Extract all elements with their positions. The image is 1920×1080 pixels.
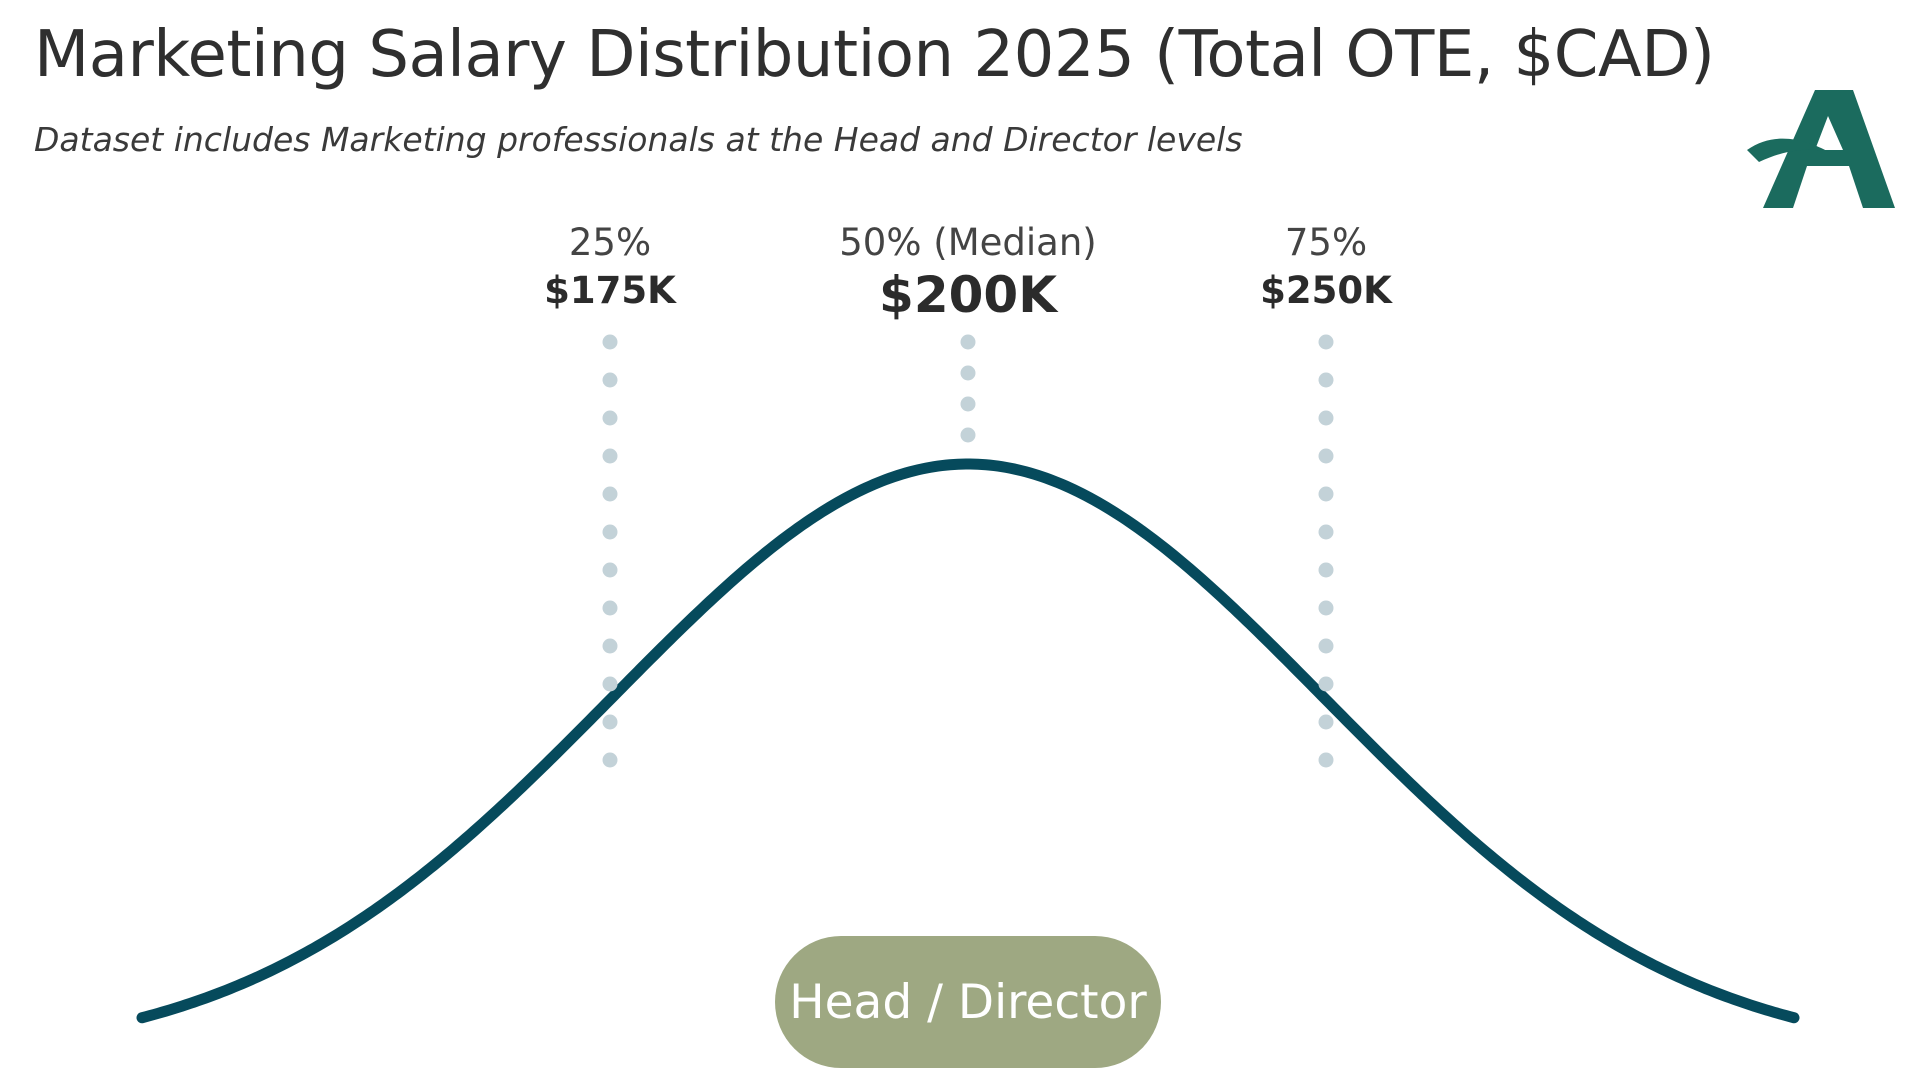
guide-dot (1318, 714, 1334, 730)
guide-dot (1318, 334, 1334, 350)
guide-dot (1318, 676, 1334, 692)
guide-dot (1318, 600, 1334, 616)
guide-dot (1318, 752, 1334, 768)
guide-dot (1318, 562, 1334, 578)
logo-letter-a-shape (1763, 90, 1895, 208)
guide-dot (1318, 524, 1334, 540)
guide-dot (602, 486, 618, 502)
logo-swoosh-shape (1747, 138, 1829, 162)
guide-dot (602, 714, 618, 730)
guide-dot (602, 676, 618, 692)
guide-dot (602, 448, 618, 464)
guide-dot (960, 427, 976, 443)
guide-dot (960, 334, 976, 350)
guide-dot (1318, 486, 1334, 502)
guide-dot (1318, 372, 1334, 388)
percentile-label: 50% (Median) (839, 221, 1096, 264)
percentile-label: 25% (569, 221, 651, 264)
series-badge (775, 936, 1161, 1068)
percentile-value-label: $175K (544, 269, 677, 312)
guide-dot (602, 752, 618, 768)
chart-subtitle: Dataset includes Marketing professionals… (34, 120, 1243, 159)
guide-dot (1318, 638, 1334, 654)
guide-dot (602, 524, 618, 540)
guide-dot (602, 334, 618, 350)
percentile-guide-2 (960, 334, 976, 443)
guide-dot (602, 562, 618, 578)
guide-dot (960, 396, 976, 412)
brand-logo-icon (1747, 90, 1895, 208)
percentile-guide-3 (1318, 334, 1334, 768)
guide-dot (602, 410, 618, 426)
guide-dot (960, 365, 976, 381)
guide-dot (602, 600, 618, 616)
percentile-guide-1 (602, 334, 618, 768)
guide-dot (1318, 410, 1334, 426)
percentile-value-label: $250K (1260, 269, 1393, 312)
percentile-label: 75% (1285, 221, 1367, 264)
percentile-value-label: $200K (879, 266, 1059, 324)
guide-dot (602, 372, 618, 388)
guide-dot (1318, 448, 1334, 464)
series-badge-label: Head / Director (789, 975, 1147, 1030)
guide-dot (602, 638, 618, 654)
chart-title: Marketing Salary Distribution 2025 (Tota… (34, 18, 1715, 92)
distribution-curve-line (136, 458, 1800, 1024)
